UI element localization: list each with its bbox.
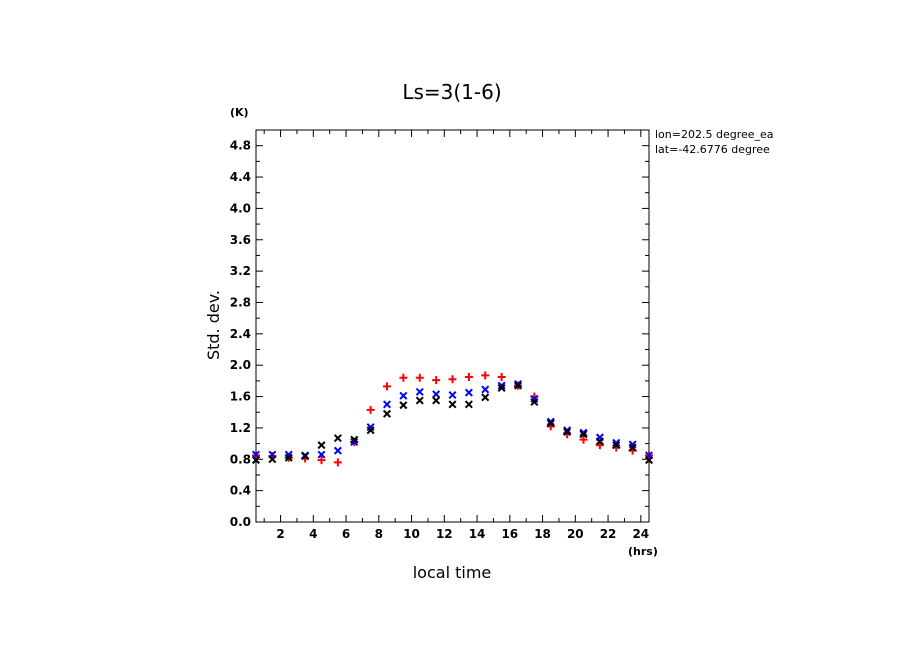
series-2-point — [448, 400, 457, 409]
series-0-point — [317, 456, 326, 465]
series-2-point — [579, 430, 588, 439]
series-2-point — [464, 400, 473, 409]
series-1-point — [432, 390, 441, 399]
series-1-point — [399, 391, 408, 400]
series-2-point — [366, 426, 375, 435]
y-tick-label: 3.6 — [230, 233, 251, 247]
series-2-point — [595, 437, 604, 446]
lon-annotation: lon=202.5 degree_ea — [655, 128, 774, 141]
series-2-point — [546, 419, 555, 428]
series-0-point — [464, 372, 473, 381]
x-tick-label: 20 — [567, 527, 584, 541]
x-tick-label: 24 — [632, 527, 649, 541]
x-tick-label: 18 — [534, 527, 551, 541]
x-tick-label: 4 — [309, 527, 317, 541]
series-2-point — [268, 455, 277, 464]
series-2-point — [399, 401, 408, 410]
y-tick-label: 1.6 — [230, 390, 251, 404]
y-tick-label: 0.4 — [230, 484, 251, 498]
series-2-point — [415, 396, 424, 405]
x-tick-label: 6 — [342, 527, 350, 541]
series-2-point — [530, 398, 539, 407]
x-tick-label: 2 — [276, 527, 284, 541]
series-1-point — [333, 446, 342, 455]
y-tick-label: 4.0 — [230, 201, 251, 215]
series-1-point — [382, 400, 392, 409]
series-0-point — [333, 458, 342, 467]
series-2-point — [284, 453, 293, 462]
x-tick-label: 14 — [469, 527, 486, 541]
y-tick-label: 2.8 — [230, 295, 251, 309]
x-axis-label: local time — [413, 563, 492, 582]
series-1-point — [448, 390, 457, 399]
series-1-point — [415, 387, 424, 396]
series-0-point — [415, 373, 424, 382]
series-0-point — [448, 375, 457, 384]
series-2-point — [432, 396, 441, 405]
series-1-point — [513, 380, 523, 389]
series-2-point — [382, 409, 392, 418]
series-2-point — [251, 456, 261, 465]
series-1-point — [612, 438, 621, 447]
series-2-point — [317, 441, 326, 450]
series-1-point — [546, 417, 555, 426]
chart-title: Ls=3(1-6) — [402, 80, 501, 104]
y-tick-label: 0.0 — [230, 515, 251, 529]
series-2-point — [513, 381, 523, 390]
series-0-point — [366, 405, 375, 414]
series-1-point — [481, 385, 490, 394]
x-tick-label: 8 — [375, 527, 383, 541]
series-1-point — [563, 426, 572, 435]
series-0-point — [579, 435, 588, 444]
series-2-point — [612, 441, 621, 450]
series-2-point — [350, 435, 359, 444]
y-tick-label: 4.8 — [230, 139, 251, 153]
y-tick-label: 2.4 — [230, 327, 251, 341]
y-tick-label: 4.4 — [230, 170, 251, 184]
series-2-point — [481, 393, 490, 402]
x-tick-label: 12 — [436, 527, 453, 541]
series-2-point — [563, 427, 572, 436]
y-unit-label: (K) — [230, 106, 249, 119]
x-unit-label: (hrs) — [628, 545, 658, 558]
y-tick-label: 1.2 — [230, 421, 251, 435]
lat-annotation: lat=-42.6776 degree — [655, 143, 770, 156]
series-0-point — [432, 376, 441, 385]
y-tick-label: 2.0 — [230, 358, 251, 372]
data-marks — [251, 371, 654, 467]
y-tick-label: 0.8 — [230, 452, 251, 466]
series-2-point — [644, 456, 654, 465]
series-0-point — [481, 371, 490, 380]
series-0-point — [399, 373, 408, 382]
series-2-point — [301, 452, 310, 461]
series-1-point — [579, 428, 588, 437]
axes: 0.0 0.4 0.8 1.2 1.6 2.0 2.4 2.8 3.2 3.6 4.0 4.4 4.8 2… — [230, 130, 649, 541]
y-axis-label: Std. dev. — [204, 290, 223, 360]
series-2-point — [333, 434, 342, 443]
series-1-point — [464, 388, 473, 397]
series-1-point — [350, 438, 359, 447]
series-1-point — [497, 381, 506, 390]
plot-frame — [255, 129, 650, 523]
x-tick-label: 22 — [600, 527, 617, 541]
y-tick-label: 3.2 — [230, 264, 251, 278]
x-tick-label: 10 — [403, 527, 420, 541]
x-tick-label: 16 — [501, 527, 518, 541]
series-0-point — [497, 372, 506, 381]
series-2-point — [497, 383, 506, 392]
series-2-point — [628, 443, 637, 452]
series-0-point — [383, 382, 391, 391]
series-1-point — [317, 450, 326, 459]
